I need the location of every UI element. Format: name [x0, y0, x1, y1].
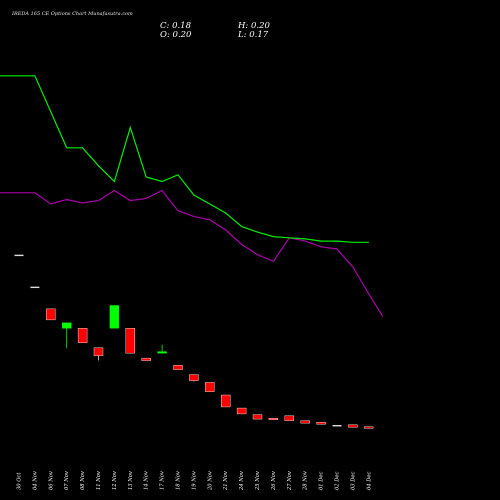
- candle-body: [173, 365, 183, 370]
- candle-12: [205, 382, 215, 392]
- candle-body: [348, 424, 358, 428]
- candle-14: [236, 407, 247, 415]
- candle-22: [364, 426, 374, 429]
- x-tick-label: 30 Oct: [17, 472, 23, 490]
- candle-2: [46, 308, 56, 321]
- x-tick-label: 17 Nov: [160, 471, 166, 490]
- candle-11: [189, 374, 199, 382]
- x-tick-label: 04 Dec: [366, 472, 372, 490]
- candle-body: [316, 422, 326, 425]
- candle-body: [252, 414, 263, 420]
- candle-body: [125, 328, 136, 354]
- candle-body: [189, 374, 199, 381]
- x-tick-label: 07 Nov: [64, 471, 70, 490]
- moving-average-lines: [0, 75, 384, 317]
- candle-8: [141, 357, 151, 361]
- candle-21: [348, 424, 358, 428]
- candle-17: [284, 415, 294, 421]
- x-tick-label: 02 Dec: [335, 472, 341, 490]
- candle-0: [14, 254, 24, 257]
- x-tick-label: 08 Nov: [80, 471, 86, 490]
- x-tick-label: 21 Nov: [223, 471, 229, 491]
- x-tick-label: 18 Nov: [176, 471, 182, 490]
- candle-6: [109, 305, 120, 329]
- x-tick-label: 20 Nov: [207, 471, 213, 491]
- candle-body: [62, 322, 72, 329]
- candle-5: [93, 347, 104, 361]
- candle-7: [125, 328, 136, 354]
- candle-4: [77, 328, 88, 344]
- candle-9: [157, 344, 167, 354]
- candle-16: [268, 418, 279, 420]
- x-tick-label: 28 Nov: [303, 471, 309, 491]
- x-tick-label: 25 Nov: [255, 471, 261, 491]
- candle-body: [109, 305, 120, 329]
- candle-18: [300, 420, 310, 424]
- x-tick-label: 11 Nov: [96, 471, 102, 490]
- candle-body: [46, 308, 56, 321]
- open-value: O: 0.20: [160, 30, 192, 40]
- close-value: C: 0.18: [160, 21, 191, 31]
- candle-10: [173, 365, 183, 370]
- candle-20: [332, 425, 342, 427]
- x-tick-label: 27 Nov: [287, 471, 293, 491]
- moving-average-purple: [0, 189, 384, 317]
- moving-average-green: [0, 75, 369, 243]
- candle-body: [236, 407, 247, 415]
- x-tick-label: 14 Nov: [144, 471, 150, 490]
- candle-body: [205, 382, 215, 392]
- low-value: L: 0.17: [238, 30, 269, 40]
- candles: [14, 254, 374, 429]
- candle-body: [284, 415, 294, 421]
- candle-body: [220, 394, 231, 408]
- chart-title: IREDA 165 CE Options Chart Munafasutra.c…: [12, 11, 133, 17]
- x-tick-label: 19 Nov: [191, 471, 197, 490]
- candle-body: [157, 351, 167, 354]
- x-tick-label: 12 Nov: [112, 471, 118, 490]
- candle-body: [141, 357, 151, 361]
- candle-body: [364, 426, 374, 429]
- candle-19: [316, 422, 326, 425]
- candle-3: [62, 322, 72, 349]
- x-tick-label: 26 Nov: [271, 471, 277, 491]
- candle-body: [14, 254, 24, 257]
- candle-body: [30, 286, 40, 289]
- candle-15: [252, 414, 263, 420]
- candle-body: [268, 418, 279, 420]
- x-tick-label: 24 Nov: [239, 471, 245, 491]
- x-tick-label: 03 Dec: [350, 472, 356, 490]
- candle-body: [77, 328, 88, 344]
- candle-body: [300, 420, 310, 424]
- x-tick-label: 06 Nov: [48, 471, 54, 490]
- x-tick-label: 13 Nov: [128, 471, 134, 490]
- candle-body: [332, 425, 342, 427]
- high-value: H: 0.20: [238, 21, 270, 31]
- candle-1: [30, 286, 40, 289]
- x-tick-label: 04 Nov: [32, 471, 38, 490]
- x-tick-label: 01 Dec: [319, 472, 325, 490]
- candle-body: [93, 347, 104, 356]
- candle-13: [220, 394, 231, 408]
- x-axis-labels: 30 Oct 04 Nov 06 Nov 07 Nov 08 Nov 11 Nov 12 N…: [17, 471, 373, 491]
